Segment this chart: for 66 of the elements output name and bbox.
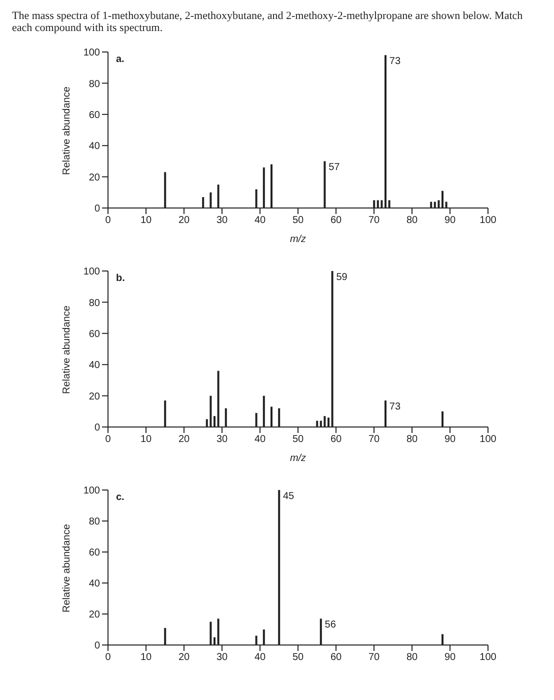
y-tick-label: 100	[83, 48, 100, 59]
y-tick-label: 60	[88, 328, 100, 340]
x-tick-label: 30	[216, 652, 228, 664]
annotation: 56	[324, 620, 336, 631]
y-tick-label: 40	[88, 360, 100, 372]
y-tick-label: 80	[88, 516, 100, 528]
y-tick-label: 0	[94, 640, 100, 652]
x-tick-label: 90	[444, 215, 456, 226]
annotation: 45	[283, 491, 295, 502]
y-axis-title: Relative abundance	[62, 86, 73, 175]
x-axis-title: m/z	[290, 234, 306, 245]
x-tick-label: 50	[292, 652, 304, 664]
x-tick-label: 20	[178, 434, 190, 446]
x-tick-label: 60	[330, 434, 342, 446]
annotation: 73	[389, 401, 401, 412]
annotation: 73	[389, 56, 401, 68]
x-tick-label: 40	[254, 215, 266, 226]
y-tick-label: 20	[88, 172, 100, 184]
x-tick-label: 80	[406, 215, 418, 226]
x-tick-label: 100	[480, 434, 497, 446]
chart-title: The mass spectra of 1-methoxybutane, 2-methoxybutane, and 2-methoxy-2-methylpropane are shown below. Match each compound with its spectrum.	[11, 9, 524, 36]
x-tick-label: 40	[254, 652, 266, 664]
x-tick-label: 70	[368, 215, 380, 226]
x-tick-label: 0	[105, 652, 112, 664]
chart-subtitle: c.	[116, 492, 124, 503]
y-tick-label: 80	[88, 298, 100, 309]
y-axis-title: Relative abundance	[62, 305, 73, 394]
y-tick-label: 20	[88, 610, 100, 621]
x-tick-label: 30	[216, 434, 228, 446]
x-tick-label: 10	[140, 215, 152, 226]
x-tick-label: 50	[292, 434, 304, 446]
x-tick-label: 0	[105, 434, 112, 446]
y-tick-label: 0	[94, 204, 100, 215]
y-axis-title: Relative abundance	[62, 524, 73, 612]
x-tick-label: 50	[292, 215, 304, 226]
chart-subtitle: b.	[116, 273, 125, 284]
x-tick-label: 30	[216, 215, 228, 226]
x-tick-label: 70	[368, 652, 380, 664]
x-tick-label: 70	[368, 434, 380, 446]
annotation: 59	[336, 272, 348, 283]
x-tick-label: 80	[406, 434, 418, 446]
x-tick-label: 10	[140, 434, 152, 446]
x-tick-label: 90	[444, 434, 456, 446]
y-tick-label: 40	[88, 578, 100, 590]
chart-subtitle: a.	[116, 54, 124, 65]
x-tick-label: 90	[444, 652, 456, 664]
x-axis-title: m/z	[290, 453, 306, 464]
x-tick-label: 20	[178, 215, 190, 226]
y-tick-label: 0	[94, 422, 100, 434]
y-tick-label: 60	[88, 548, 100, 559]
x-tick-label: 10	[140, 652, 152, 664]
x-tick-label: 0	[105, 215, 112, 226]
x-tick-label: 100	[480, 215, 497, 226]
annotation: 57	[328, 162, 340, 174]
x-tick-label: 60	[330, 652, 342, 664]
x-tick-label: 80	[406, 652, 418, 664]
y-tick-label: 60	[88, 110, 100, 121]
y-tick-label: 80	[88, 78, 100, 90]
x-tick-label: 20	[178, 652, 190, 664]
x-tick-label: 60	[330, 215, 342, 226]
y-tick-label: 100	[83, 486, 100, 497]
y-tick-label: 40	[88, 141, 100, 152]
y-tick-label: 20	[88, 391, 100, 402]
y-tick-label: 100	[83, 266, 100, 278]
x-tick-label: 40	[254, 434, 266, 446]
x-tick-label: 100	[480, 652, 497, 664]
